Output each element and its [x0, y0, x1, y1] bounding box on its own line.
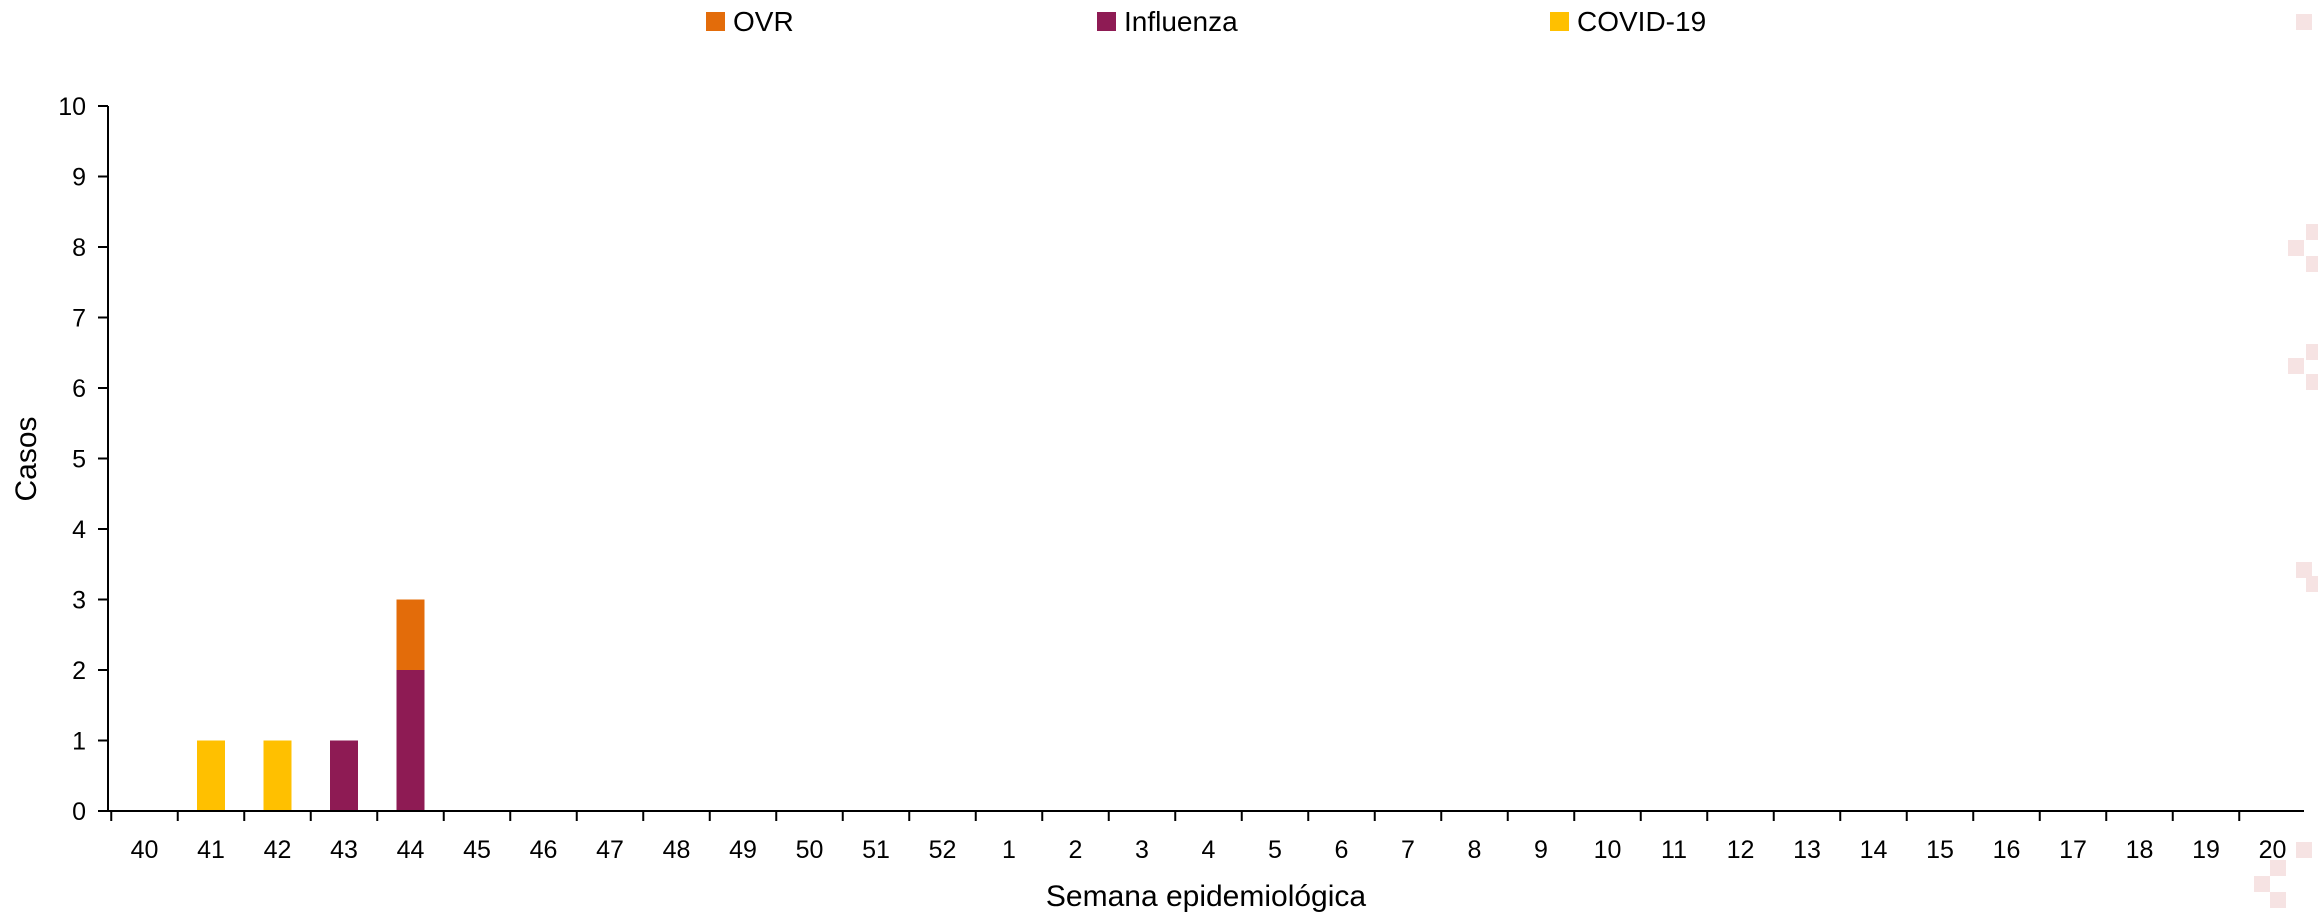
x-tick-label: 1 — [1002, 836, 1016, 864]
x-tick-label: 2 — [1069, 836, 1083, 864]
x-tick-label: 50 — [796, 836, 824, 864]
y-tick-label: 9 — [72, 164, 86, 192]
x-ticks: 40 41 42 43 44 45 46 47 48 49 50 51 52 1 2 3 4 5 6 7 8 9 10 11 1… — [110, 811, 2287, 864]
y-tick-label: 10 — [58, 93, 86, 121]
bar-influenza-week-44 — [396, 670, 425, 811]
x-tick-label: 44 — [397, 836, 425, 864]
bar-covid-19-week-41 — [197, 740, 225, 811]
legend: OVR Influenza COVID-19 — [706, 6, 1706, 37]
x-tick-label: 18 — [2126, 836, 2154, 864]
legend-swatch-covid-19 — [1550, 12, 1569, 31]
y-tick-label: 5 — [72, 446, 86, 474]
x-tick-label: 51 — [862, 836, 890, 864]
legend-label-covid-19: COVID-19 — [1577, 6, 1706, 37]
watermark-decoration — [2254, 14, 2318, 908]
y-ticks: 0 1 2 3 4 5 6 7 8 9 10 — [58, 93, 108, 826]
y-tick-label: 6 — [72, 375, 86, 403]
legend-swatch-influenza — [1097, 12, 1116, 31]
y-tick-label: 1 — [72, 728, 86, 756]
x-tick-label: 45 — [463, 836, 491, 864]
legend-swatch-ovr — [706, 12, 725, 31]
x-tick-label: 15 — [1926, 836, 1954, 864]
y-tick-label: 7 — [72, 305, 86, 333]
y-axis-title: Casos — [10, 416, 43, 501]
y-tick-label: 3 — [72, 587, 86, 615]
x-tick-label: 7 — [1401, 836, 1415, 864]
bar-ovr-week-44 — [396, 599, 425, 670]
bar-influenza-week-43 — [330, 740, 358, 811]
x-tick-label: 17 — [2059, 836, 2087, 864]
x-tick-label: 48 — [663, 836, 691, 864]
y-tick-label: 0 — [72, 798, 86, 826]
x-tick-label: 42 — [264, 836, 292, 864]
x-tick-label: 3 — [1135, 836, 1149, 864]
x-tick-label: 47 — [596, 836, 624, 864]
x-tick-label: 46 — [530, 836, 558, 864]
x-tick-label: 6 — [1335, 836, 1349, 864]
x-tick-label: 8 — [1468, 836, 1482, 864]
x-tick-label: 11 — [1661, 836, 1687, 864]
x-tick-label: 19 — [2192, 836, 2220, 864]
x-tick-label: 9 — [1534, 836, 1548, 864]
bar-covid-19-week-42 — [263, 740, 292, 811]
x-tick-label: 20 — [2259, 836, 2287, 864]
x-tick-label: 52 — [929, 836, 957, 864]
x-tick-label: 41 — [197, 836, 225, 864]
x-tick-label: 40 — [131, 836, 159, 864]
x-tick-label: 13 — [1793, 836, 1821, 864]
y-tick-label: 2 — [72, 657, 86, 685]
x-axis-title: Semana epidemiológica — [1046, 880, 1367, 913]
x-tick-label: 16 — [1993, 836, 2021, 864]
x-tick-label: 43 — [330, 836, 358, 864]
y-tick-label: 8 — [72, 234, 86, 262]
y-tick-label: 4 — [72, 516, 86, 544]
x-tick-label: 5 — [1268, 836, 1282, 864]
legend-label-influenza: Influenza — [1124, 6, 1238, 37]
legend-label-ovr: OVR — [733, 6, 794, 37]
x-tick-label: 12 — [1727, 836, 1755, 864]
x-tick-label: 10 — [1594, 836, 1622, 864]
bars-layer — [197, 599, 425, 811]
axes-layer — [107, 106, 2304, 812]
x-tick-label: 49 — [729, 836, 757, 864]
x-tick-label: 4 — [1202, 836, 1216, 864]
x-tick-label: 14 — [1860, 836, 1888, 864]
